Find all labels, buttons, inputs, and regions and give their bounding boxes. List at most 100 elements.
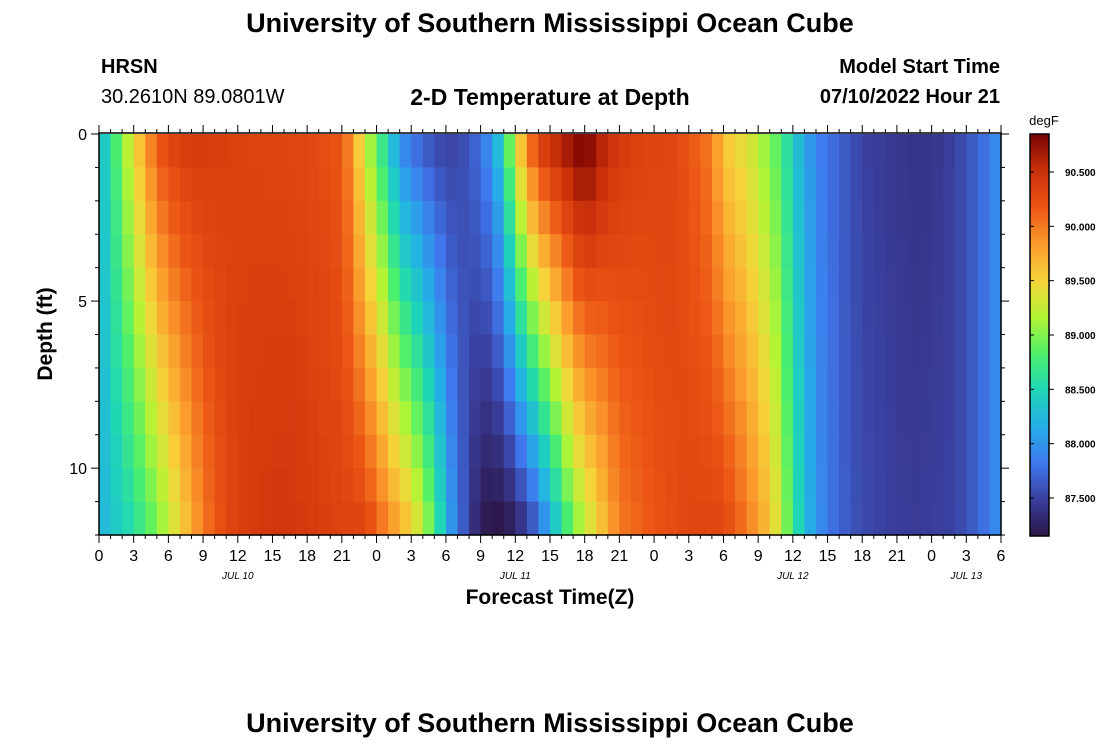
heatmap-cell (214, 167, 227, 202)
heatmap-cell (943, 134, 956, 169)
heatmap-cell (815, 234, 829, 269)
x-axis-label: Forecast Time(Z) (466, 586, 635, 609)
heatmap-cell (839, 234, 852, 269)
heatmap-cell (573, 334, 586, 369)
heatmap-cell (654, 468, 667, 503)
heatmap-cell (110, 301, 123, 336)
heatmap-cell (307, 501, 320, 536)
heatmap-cell (711, 367, 725, 402)
heatmap-cell (642, 501, 655, 536)
heatmap-cell (954, 167, 967, 202)
heatmap-cell (515, 301, 528, 336)
heatmap-cell (399, 434, 412, 469)
heatmap-cell (469, 434, 482, 469)
heatmap-cell (492, 134, 505, 169)
heatmap-cell (989, 234, 1002, 269)
heatmap-cell (792, 301, 806, 336)
heatmap-cell (781, 501, 794, 536)
x-tick-label: 6 (719, 548, 728, 565)
heatmap-cell (168, 501, 181, 536)
heatmap-cell (746, 434, 759, 469)
heatmap-cell (862, 267, 875, 302)
colorbar-tick-label: 88.500 (1065, 385, 1096, 396)
heatmap-cell (445, 200, 459, 235)
heatmap-cell (966, 301, 979, 336)
heatmap-cell (469, 200, 482, 235)
heatmap-cell (330, 301, 343, 336)
heatmap-cell (792, 367, 806, 402)
heatmap-cell (607, 434, 620, 469)
heatmap-cell (885, 167, 898, 202)
heatmap-cell (781, 367, 794, 402)
heatmap-cell (422, 468, 435, 503)
heatmap-cell (191, 267, 204, 302)
heatmap-cell (607, 200, 620, 235)
heatmap-cell (284, 301, 297, 336)
heatmap-cell (295, 167, 308, 202)
heatmap-cell (862, 334, 875, 369)
heatmap-cell (654, 334, 667, 369)
heatmap-cell (353, 334, 366, 369)
heatmap-cell (249, 234, 262, 269)
heatmap-cell (654, 401, 667, 436)
heatmap-cell (815, 401, 829, 436)
heatmap-cell (318, 401, 331, 436)
heatmap-cell (862, 167, 875, 202)
heatmap-cell (388, 401, 401, 436)
heatmap-cell (399, 367, 412, 402)
heatmap-cell (480, 434, 493, 469)
heatmap-cell (249, 468, 262, 503)
heatmap-cell (920, 367, 933, 402)
heatmap-cell (226, 434, 239, 469)
heatmap-cell (792, 267, 806, 302)
heatmap-cell (943, 301, 956, 336)
heatmap-cell (492, 234, 505, 269)
heatmap-cell (920, 501, 933, 536)
heatmap-cell (272, 167, 285, 202)
heatmap-cell (862, 200, 875, 235)
x-tick-label: 21 (333, 548, 351, 565)
heatmap-cell (156, 267, 169, 302)
heatmap-cell (804, 501, 817, 536)
heatmap-cell (804, 200, 817, 235)
heatmap-cell (330, 501, 343, 536)
heatmap-cell (295, 200, 308, 235)
heatmap-cell (318, 434, 331, 469)
heatmap-cell (191, 167, 204, 202)
heatmap-cell (422, 334, 435, 369)
heatmap-cell (457, 267, 470, 302)
heatmap-cell (526, 401, 540, 436)
heatmap-cell (584, 134, 597, 169)
heatmap-cell (191, 367, 204, 402)
heatmap-cell (885, 134, 898, 169)
heatmap-cell (110, 434, 123, 469)
heatmap-cell (931, 234, 944, 269)
heatmap-cell (110, 267, 123, 302)
heatmap-cell (839, 501, 852, 536)
heatmap-cell (388, 501, 401, 536)
heatmap-cell (480, 167, 493, 202)
colorbar-tick-label: 89.000 (1065, 331, 1096, 342)
heatmap-cell (873, 301, 886, 336)
heatmap-cell (411, 501, 424, 536)
heatmap-cell (284, 501, 297, 536)
heatmap-cell (873, 401, 886, 436)
heatmap-cell (526, 434, 540, 469)
heatmap-cell (399, 334, 412, 369)
heatmap-cell (364, 301, 378, 336)
heatmap-cell (295, 334, 308, 369)
heatmap-cell (977, 434, 991, 469)
heatmap-cell (341, 134, 355, 169)
heatmap-cell (133, 367, 146, 402)
heatmap-cell (480, 200, 493, 235)
heatmap-cell (815, 134, 829, 169)
heatmap-cell (434, 234, 447, 269)
heatmap-cell (815, 334, 829, 369)
x-tick-label: 18 (576, 548, 594, 565)
heatmap-cell (723, 200, 736, 235)
heatmap-cell (584, 367, 597, 402)
heatmap-cell (249, 301, 262, 336)
heatmap-cell (226, 167, 239, 202)
heatmap-cell (931, 167, 944, 202)
x-tick-label: 18 (853, 548, 871, 565)
